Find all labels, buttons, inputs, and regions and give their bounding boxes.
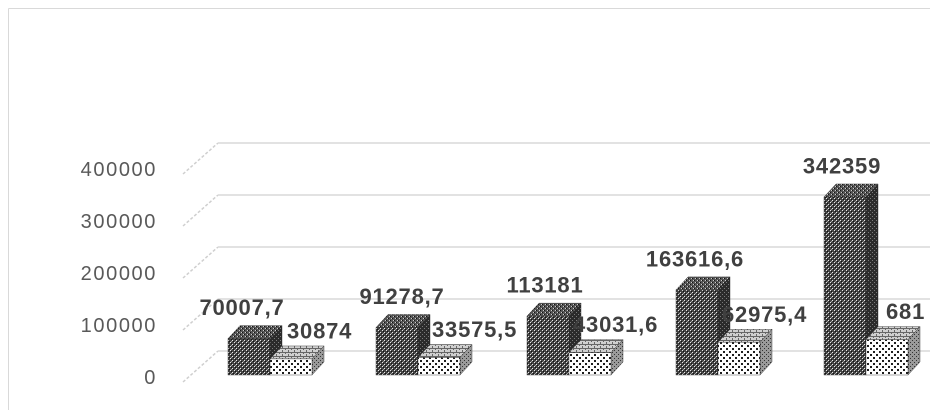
gridline-side bbox=[182, 142, 219, 175]
chart-frame bbox=[8, 8, 930, 410]
data-label-series1: 70007,7 bbox=[199, 295, 284, 320]
bar-series2-3 bbox=[568, 339, 624, 376]
gridline-side bbox=[182, 246, 219, 279]
data-label-series1: 113181 bbox=[507, 273, 584, 298]
bar-series2-2 bbox=[417, 344, 473, 376]
gridline-side bbox=[182, 350, 219, 383]
bar-series1-5 bbox=[823, 183, 879, 376]
y-tick-label: 200000 bbox=[81, 263, 157, 285]
data-label-series2: 33575,5 bbox=[432, 317, 517, 342]
y-axis-tick-labels: 0 100000 200000 300000 400000 bbox=[81, 159, 157, 389]
data-label-series1: 91278,7 bbox=[359, 284, 444, 309]
bar-front-face bbox=[269, 358, 313, 376]
bar-front-face bbox=[865, 339, 909, 376]
bar-front-face bbox=[375, 327, 419, 376]
gridlines bbox=[182, 142, 930, 383]
data-label-series1: 163616,6 bbox=[646, 246, 744, 271]
bar-front-face bbox=[823, 196, 867, 376]
data-label-series1: 342359 bbox=[803, 153, 881, 178]
bar-front-face bbox=[417, 357, 461, 376]
bar-front-face bbox=[526, 315, 570, 376]
data-label-series2: 43031,6 bbox=[573, 312, 658, 337]
y-tick-label: 100000 bbox=[81, 315, 157, 337]
bar-series2-5 bbox=[865, 326, 921, 376]
data-label-series2: 30874 bbox=[287, 318, 352, 343]
bar-front-face bbox=[568, 352, 612, 376]
data-label-series2: 681 bbox=[886, 299, 925, 324]
data-labels: 70007,7 91278,7 113181 163616,6 342359 30874 3… bbox=[199, 153, 925, 343]
bar-front-face bbox=[675, 289, 719, 376]
data-label-series2: 62975,4 bbox=[722, 302, 807, 327]
gridline-side bbox=[182, 298, 219, 331]
y-tick-label: 400000 bbox=[81, 159, 157, 181]
gridline-side bbox=[182, 194, 219, 227]
bars bbox=[227, 183, 921, 376]
bar-front-face bbox=[227, 338, 271, 376]
y-tick-label: 0 bbox=[144, 367, 157, 389]
bar-series2-1 bbox=[269, 345, 325, 376]
y-tick-label: 300000 bbox=[81, 211, 157, 233]
bar-series2-4 bbox=[717, 328, 773, 376]
bar-front-face bbox=[717, 342, 761, 376]
